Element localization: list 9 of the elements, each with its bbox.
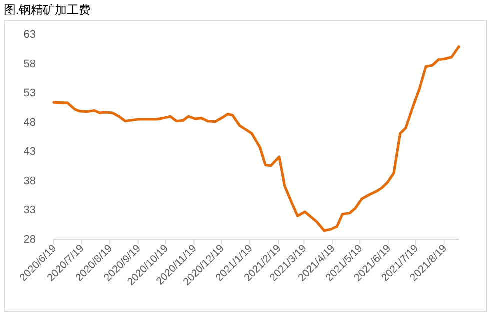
y-tick-label: 58	[24, 58, 36, 70]
chart-title: 图.钢精矿加工费	[4, 3, 91, 17]
y-tick-label: 48	[24, 116, 36, 129]
y-tick-label: 43	[24, 146, 36, 158]
y-tick-label: 33	[24, 204, 36, 217]
y-tick-label: 38	[24, 175, 36, 188]
y-tick-label: 63	[24, 29, 36, 41]
y-tick-label: 53	[24, 88, 36, 100]
y-tick-label: 28	[24, 234, 36, 246]
